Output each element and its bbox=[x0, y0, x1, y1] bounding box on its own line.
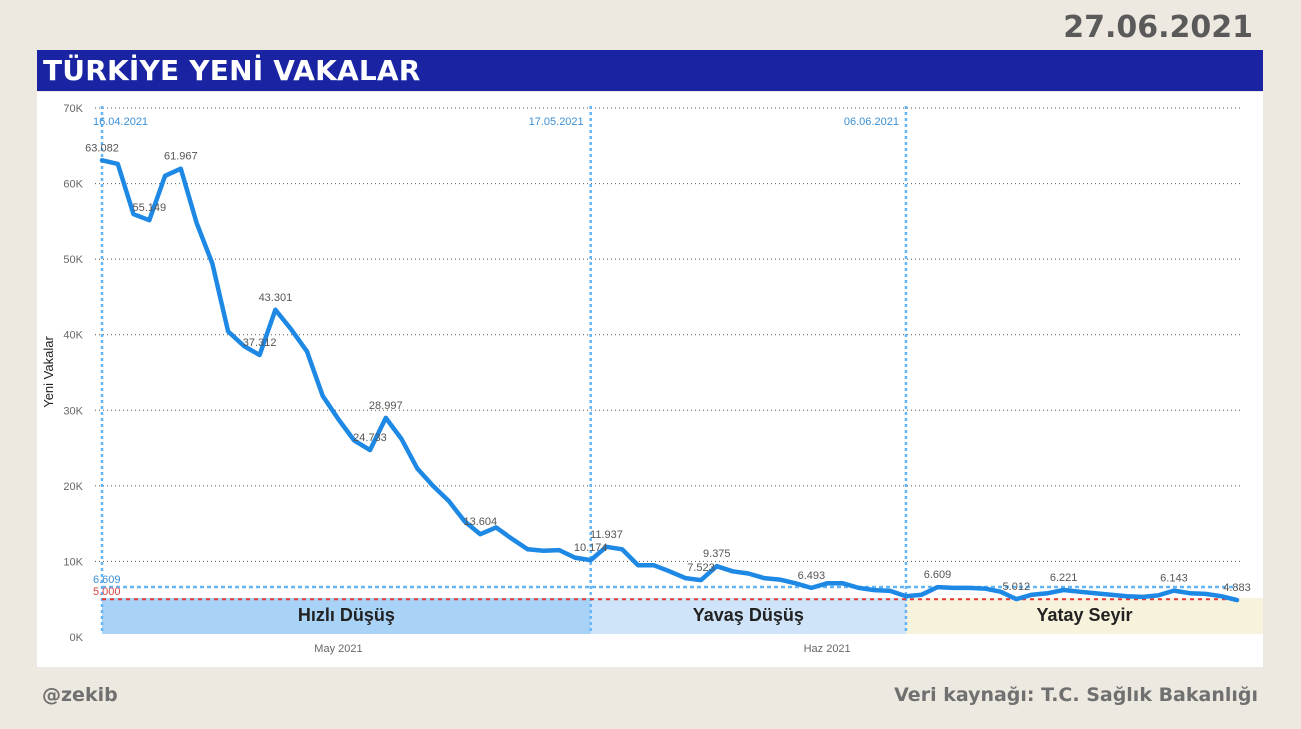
x-tick-label: May 2021 bbox=[314, 643, 362, 655]
report-date: 27.06.2021 bbox=[1063, 10, 1253, 45]
title-bar: TÜRKİYE YENİ VAKALAR bbox=[37, 50, 1263, 91]
data-label: 6.221 bbox=[1050, 572, 1078, 584]
line-chart: Hızlı Düşüş Yavaş Düşüş Yatay Seyir 0K 10K 20… bbox=[41, 103, 1263, 655]
phase-band bbox=[590, 598, 906, 634]
y-tick-label: 0K bbox=[70, 632, 84, 644]
data-label: 4.883 bbox=[1223, 582, 1251, 594]
phase-band bbox=[102, 598, 591, 634]
phase-label: Hızlı Düşüş bbox=[298, 605, 395, 625]
data-label: 6.609 bbox=[924, 569, 952, 581]
data-source: Veri kaynağı: T.C. Sağlık Bakanlığı bbox=[894, 684, 1258, 706]
y-tick-label: 70K bbox=[63, 103, 83, 115]
data-label: 13.604 bbox=[464, 516, 498, 528]
y-tick-label: 40K bbox=[63, 330, 83, 342]
y-tick-label: 30K bbox=[63, 405, 83, 417]
date-marker-label: 17.05.2021 bbox=[529, 116, 584, 128]
data-label: 6.143 bbox=[1160, 573, 1188, 585]
phase-label: Yavaş Düşüş bbox=[693, 605, 804, 625]
data-label: 9.375 bbox=[703, 548, 731, 560]
data-label: 24.733 bbox=[353, 432, 387, 444]
phase-band bbox=[905, 598, 1263, 634]
data-label: 55.149 bbox=[132, 202, 166, 214]
y-tick-label: 60K bbox=[63, 179, 83, 191]
data-label: 10.174 bbox=[574, 542, 608, 554]
data-label: 37.312 bbox=[243, 337, 277, 349]
x-tick-label: Haz 2021 bbox=[804, 643, 851, 655]
data-label: 6.493 bbox=[798, 570, 826, 582]
data-label: 11.937 bbox=[590, 529, 623, 541]
data-label: 28.997 bbox=[369, 400, 403, 412]
author-handle: @zekib bbox=[42, 684, 118, 706]
y-tick-label: 10K bbox=[63, 556, 83, 568]
y-tick-label: 50K bbox=[63, 254, 83, 266]
chart-panel: Hızlı Düşüş Yavaş Düşüş Yatay Seyir 0K 10K 20… bbox=[37, 92, 1263, 667]
chart-title: TÜRKİYE YENİ VAKALAR bbox=[43, 54, 421, 87]
data-label: 7.523 bbox=[687, 562, 715, 574]
data-label: 61.967 bbox=[164, 151, 198, 163]
y-tick-label: 20K bbox=[63, 481, 83, 493]
date-marker-label: 06.06.2021 bbox=[844, 116, 899, 128]
date-marker-label: 16.04.2021 bbox=[93, 116, 148, 128]
series-line bbox=[99, 158, 1240, 603]
data-label: 63.082 bbox=[85, 142, 119, 154]
y-axis-title: Yeni Vakalar bbox=[41, 336, 56, 408]
reference-line-label: 6.609 bbox=[93, 574, 121, 586]
phase-label: Yatay Seyir bbox=[1036, 605, 1132, 625]
data-label: 43.301 bbox=[259, 292, 293, 304]
data-label: 5.012 bbox=[1003, 581, 1031, 593]
reference-line-label: 5.000 bbox=[93, 586, 121, 598]
